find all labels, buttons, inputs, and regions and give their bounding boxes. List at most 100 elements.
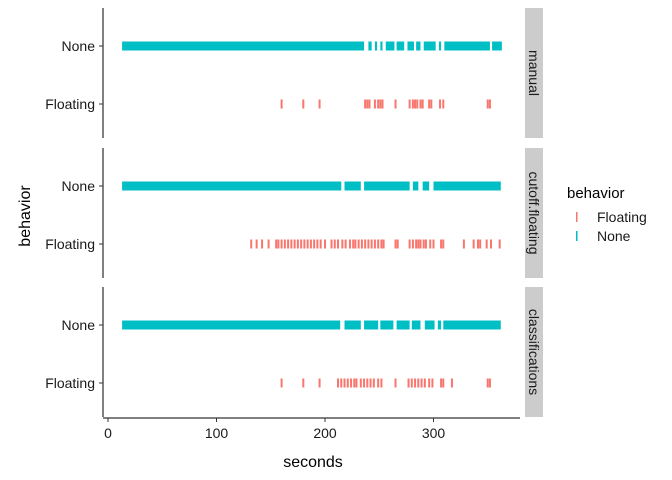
data-segment-none <box>424 320 435 330</box>
data-tick-floating <box>324 239 326 249</box>
data-tick-floating <box>364 99 367 109</box>
legend-key-floating <box>576 212 578 222</box>
data-tick-floating <box>423 378 426 388</box>
data-tick-floating <box>290 239 293 249</box>
data-tick-floating <box>419 99 422 109</box>
data-tick-floating <box>419 239 422 249</box>
data-tick-floating <box>369 378 372 388</box>
data-tick-floating <box>293 239 296 249</box>
data-tick-floating <box>410 378 413 388</box>
data-tick-floating <box>415 239 418 249</box>
panels: None Floating manual None Floating cutoff.flo… <box>45 8 543 417</box>
data-tick-floating <box>348 239 351 249</box>
data-tick-floating <box>309 239 312 249</box>
data-segment-none <box>416 41 421 51</box>
data-tick-floating <box>498 239 501 249</box>
data-tick-floating <box>394 99 397 109</box>
data-tick-floating <box>408 239 411 249</box>
legend-title: behavior <box>567 185 625 202</box>
data-tick-floating <box>353 378 356 388</box>
data-tick-floating <box>379 99 382 109</box>
data-segment-none <box>411 320 421 330</box>
facet-panel-manual: None Floating manual <box>45 8 543 138</box>
facet-strip <box>525 287 543 417</box>
data-segment-none <box>122 181 342 191</box>
data-tick-floating <box>302 378 305 388</box>
y-tick-label: None <box>62 178 96 194</box>
data-tick-floating <box>414 378 417 388</box>
data-tick-floating <box>440 378 443 388</box>
data-tick-floating <box>382 239 385 249</box>
data-tick-floating <box>357 239 360 249</box>
data-tick-floating <box>488 378 491 388</box>
data-tick-floating <box>490 239 493 249</box>
legend: behavior Floating None <box>567 185 647 244</box>
data-tick-floating <box>350 378 353 388</box>
facet-panel-classifications: None Floating classifications <box>45 287 543 417</box>
data-tick-floating <box>394 239 397 249</box>
data-segment-none <box>396 320 410 330</box>
data-tick-floating <box>337 239 340 249</box>
data-tick-floating <box>318 378 321 388</box>
legend-label-none: None <box>597 228 631 244</box>
data-segment-none <box>374 41 378 51</box>
data-tick-floating <box>476 239 479 249</box>
facet-strip-label: manual <box>526 50 542 96</box>
data-tick-floating <box>380 239 383 249</box>
data-tick-floating <box>373 239 376 249</box>
data-tick-floating <box>340 378 343 388</box>
data-tick-floating <box>442 99 445 109</box>
data-tick-floating <box>277 239 280 249</box>
x-axis-title: seconds <box>283 454 343 471</box>
data-segment-none <box>492 41 502 51</box>
x-tick-label: 300 <box>422 425 446 441</box>
data-tick-floating <box>303 239 306 249</box>
data-tick-floating <box>250 239 253 249</box>
data-tick-floating <box>486 99 489 109</box>
data-tick-floating <box>411 239 414 249</box>
data-tick-floating <box>408 99 411 109</box>
data-tick-floating <box>442 378 445 388</box>
data-segment-none <box>368 41 372 51</box>
data-tick-floating <box>302 99 305 109</box>
data-segment-none <box>412 181 419 191</box>
y-tick-label: Floating <box>45 375 95 391</box>
y-tick-label: Floating <box>45 236 95 252</box>
data-tick-floating <box>422 239 425 249</box>
data-tick-floating <box>255 239 258 249</box>
data-tick-floating <box>287 239 290 249</box>
data-segment-none <box>422 181 430 191</box>
data-tick-floating <box>261 239 264 249</box>
data-tick-floating <box>364 239 367 249</box>
data-segment-none <box>438 41 442 51</box>
data-tick-floating <box>280 378 283 388</box>
facet-strip <box>525 8 543 138</box>
facet-panel-cutoff-floating: None Floating cutoff.floating <box>45 148 543 278</box>
data-tick-floating <box>431 378 434 388</box>
data-tick-floating <box>381 99 384 109</box>
x-tick-label: 0 <box>104 425 112 441</box>
data-tick-floating <box>472 239 475 249</box>
facet-strip-label: cutoff.floating <box>526 171 542 254</box>
data-segment-none <box>344 181 361 191</box>
x-axis: 0 100 200 300 <box>103 417 520 441</box>
data-tick-floating <box>366 99 369 109</box>
data-tick-floating <box>377 99 380 109</box>
data-tick-floating <box>368 99 371 109</box>
data-tick-floating <box>485 239 488 249</box>
data-tick-floating <box>488 99 491 109</box>
facet-strip <box>525 148 543 278</box>
x-tick-label: 100 <box>205 425 229 441</box>
data-tick-floating <box>296 239 299 249</box>
data-tick-floating <box>316 239 319 249</box>
data-tick-floating <box>377 378 380 388</box>
data-tick-floating <box>450 378 453 388</box>
data-tick-floating <box>306 239 309 249</box>
data-tick-floating <box>373 99 376 109</box>
data-segment-none <box>380 320 394 330</box>
legend-label-floating: Floating <box>597 209 647 225</box>
data-tick-floating <box>432 239 435 249</box>
data-tick-floating <box>394 378 397 388</box>
legend-key-none <box>576 231 578 241</box>
